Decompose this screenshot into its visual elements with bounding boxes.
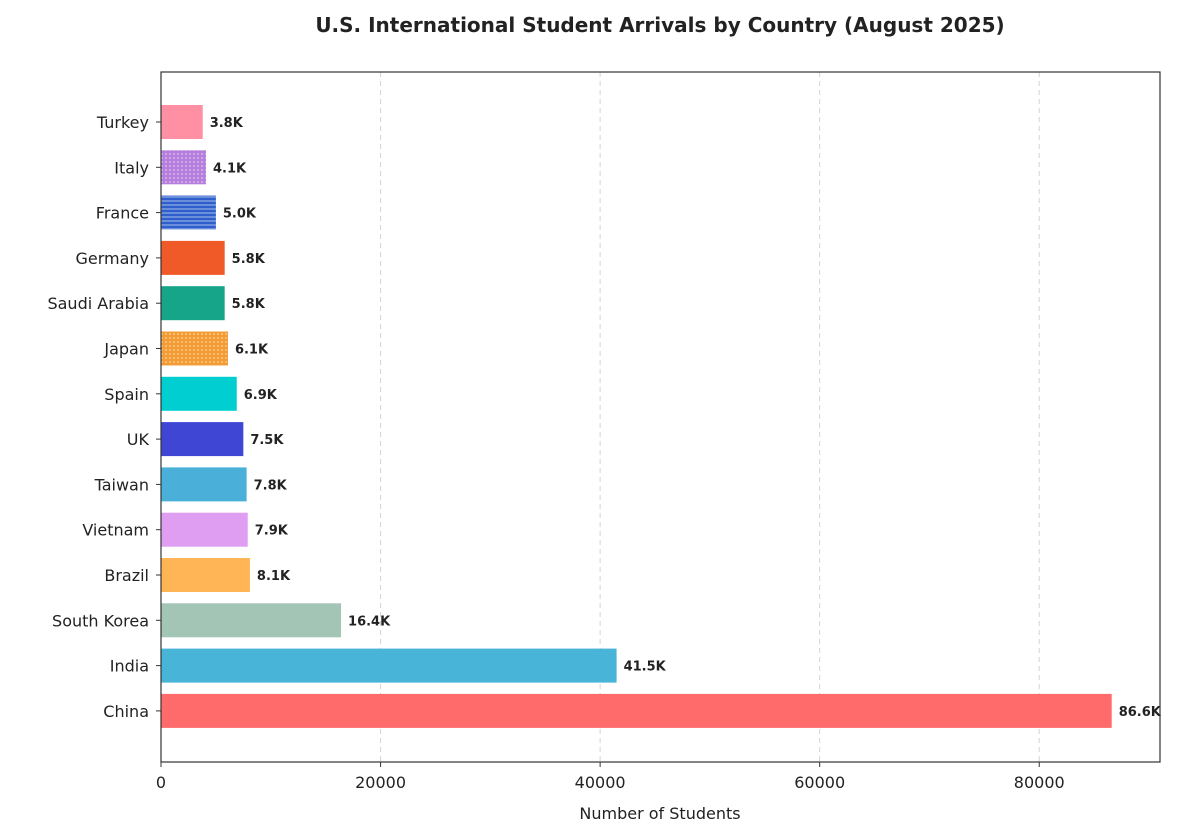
bar-vietnam bbox=[161, 512, 248, 547]
y-tick-label-italy: Italy bbox=[114, 158, 149, 177]
data-label-brazil: 8.1K bbox=[257, 569, 291, 584]
bar-south-korea bbox=[161, 603, 342, 638]
y-tick-label-turkey: Turkey bbox=[96, 113, 149, 132]
y-tick-label-taiwan: Taiwan bbox=[94, 475, 149, 494]
bar-india bbox=[161, 648, 617, 683]
x-tick-label: 40000 bbox=[575, 773, 626, 792]
data-label-taiwan: 7.8K bbox=[254, 478, 288, 493]
bar-turkey bbox=[161, 105, 203, 139]
y-tick-label-uk: UK bbox=[127, 430, 150, 449]
data-label-vietnam: 7.9K bbox=[255, 524, 289, 539]
bar-spain bbox=[161, 376, 237, 411]
x-tick-label: 20000 bbox=[355, 773, 406, 792]
y-tick-label-brazil: Brazil bbox=[104, 566, 149, 585]
y-tick-label-china: China bbox=[103, 702, 149, 721]
bar-taiwan bbox=[161, 467, 247, 502]
bar-pattern-japan bbox=[161, 331, 228, 366]
grid-lines bbox=[380, 72, 1040, 762]
data-label-spain: 6.9K bbox=[244, 388, 278, 403]
data-label-germany: 5.8K bbox=[232, 252, 266, 267]
x-tick-label: 60000 bbox=[794, 773, 845, 792]
data-label-italy: 4.1K bbox=[213, 161, 247, 176]
bar-saudi-arabia bbox=[161, 286, 225, 321]
bar-germany bbox=[161, 240, 225, 275]
data-label-turkey: 3.8K bbox=[210, 116, 244, 131]
bar-china bbox=[161, 693, 1112, 728]
y-tick-label-vietnam: Vietnam bbox=[82, 521, 149, 540]
y-tick-label-france: France bbox=[96, 204, 149, 223]
data-label-japan: 6.1K bbox=[235, 343, 269, 358]
chart-title: U.S. International Student Arrivals by C… bbox=[315, 13, 1004, 37]
data-label-south-korea: 16.4K bbox=[348, 614, 391, 629]
y-tick-label-india: India bbox=[110, 657, 149, 676]
data-label-india: 41.5K bbox=[624, 660, 667, 675]
x-axis-label: Number of Students bbox=[579, 804, 740, 823]
data-label-uk: 7.5K bbox=[250, 433, 284, 448]
bar-pattern-italy bbox=[161, 150, 207, 185]
data-label-saudi-arabia: 5.8K bbox=[232, 297, 266, 312]
y-tick-label-germany: Germany bbox=[75, 249, 149, 268]
data-labels: 3.8K 4.1K 5.0K 5.8K 5.8K 6.1K 6.9K 7.5K 7.8K 7.9K… bbox=[210, 116, 1162, 720]
bar-brazil bbox=[161, 558, 250, 592]
data-label-france: 5.0K bbox=[223, 207, 257, 222]
y-tick-label-japan: Japan bbox=[103, 340, 149, 359]
bar-uk bbox=[161, 422, 244, 457]
bar-pattern-france bbox=[161, 195, 216, 230]
y-tick-label-spain: Spain bbox=[104, 385, 149, 404]
y-tick-label-saudi-arabia: Saudi Arabia bbox=[47, 294, 149, 313]
x-axis-ticks: 0 20000 40000 60000 80000 bbox=[156, 762, 1065, 792]
bars bbox=[161, 105, 1112, 728]
y-axis-ticks: Turkey Italy France Germany Saudi Arabia Japa… bbox=[47, 113, 161, 721]
y-tick-label-south-korea: South Korea bbox=[52, 611, 149, 630]
x-tick-label: 0 bbox=[156, 773, 166, 792]
plot-frame bbox=[160, 71, 1161, 763]
x-tick-label: 80000 bbox=[1014, 773, 1065, 792]
data-label-china: 86.6K bbox=[1119, 705, 1162, 720]
